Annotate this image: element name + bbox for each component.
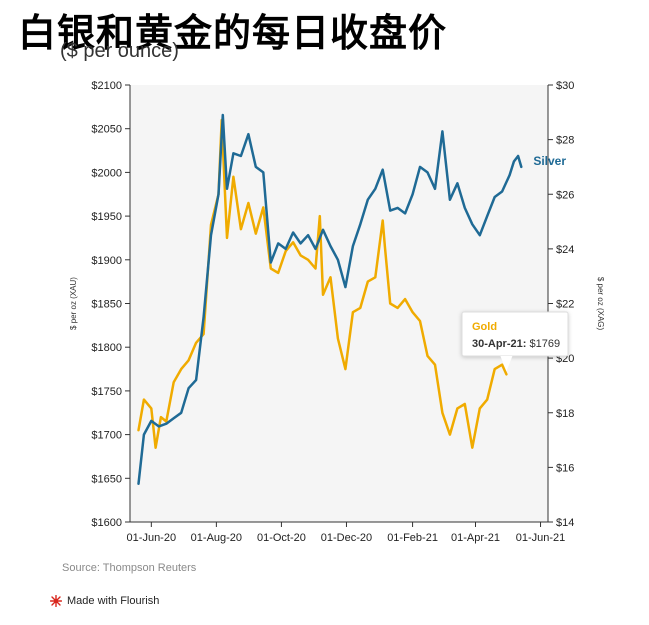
y-left-tick-label: $2050 xyxy=(91,124,122,136)
tooltip-box xyxy=(461,311,569,357)
y-left-tick-label: $2100 xyxy=(91,80,122,92)
x-tick-label: 01-Jun-21 xyxy=(516,532,566,544)
series-lines xyxy=(137,113,523,486)
x-tick-label: 01-Dec-20 xyxy=(321,532,372,544)
y-left-tick-label: $1700 xyxy=(91,430,122,442)
y-right-tick-label: $28 xyxy=(556,135,574,147)
y-right-tick-label: $18 xyxy=(556,408,574,420)
y-left-tick-label: $1750 xyxy=(91,386,122,398)
silver-series-label: Silver xyxy=(533,154,566,168)
tooltip-series-label: Gold xyxy=(472,321,497,333)
y-left-tick-label: $1800 xyxy=(91,342,122,354)
x-tick-label: 01-Apr-21 xyxy=(451,532,500,544)
page-subtitle: ($ per ounce) xyxy=(60,40,179,62)
y-left-tick-label: $1650 xyxy=(91,473,122,485)
tooltip-value-line: 30-Apr-21: $1769 xyxy=(472,338,560,350)
source-note: Source: Thompson Reuters xyxy=(62,562,197,574)
y-left-tick-label: $1950 xyxy=(91,211,122,223)
line-chart: $1600 $1650 $1700 $1750 $1800 $1850 $1900 $1950… xyxy=(69,80,605,544)
tooltip-date: 30-Apr-21: xyxy=(472,338,529,350)
y-left-tick-label: $1600 xyxy=(91,517,122,529)
y-right-tick-label: $24 xyxy=(556,244,574,256)
x-tick-label: 01-Jun-20 xyxy=(127,532,177,544)
y-left-tick-label: $1900 xyxy=(91,255,122,267)
y-left-axis-label: $ per oz (XAU) xyxy=(69,277,78,330)
flourish-icon xyxy=(50,595,62,607)
y-right-tick-label: $14 xyxy=(556,517,574,529)
y-right-tick-label: $16 xyxy=(556,462,574,474)
tooltip-pointer xyxy=(500,356,513,372)
page-title: 白银和黄金的每日收盘价 xyxy=(18,11,448,55)
x-tick-label: 01-Feb-21 xyxy=(387,532,438,544)
y-left-tick-label: $1850 xyxy=(91,299,122,311)
made-with-label: Made with Flourish xyxy=(67,595,160,607)
y-right-tick-label: $26 xyxy=(556,189,574,201)
series-line-silver xyxy=(137,113,523,486)
series-line-gold xyxy=(137,118,508,449)
tooltip-value: $1769 xyxy=(529,338,560,350)
flourish-credit[interactable]: Made with Flourish xyxy=(50,595,159,607)
y-right-tick-label: $30 xyxy=(556,80,574,92)
y-left-tick-label: $2000 xyxy=(91,167,122,179)
plot-area xyxy=(130,85,548,522)
chart-annotations: Silver Gold 30-Apr-21: $1769 xyxy=(461,154,569,372)
x-tick-label: 01-Oct-20 xyxy=(257,532,306,544)
y-right-tick-label: $22 xyxy=(556,299,574,311)
x-tick-label: 01-Aug-20 xyxy=(191,532,242,544)
y-right-axis-label: $ per oz (XAG) xyxy=(596,277,605,331)
axes: $1600 $1650 $1700 $1750 $1800 $1850 $1900 $1950… xyxy=(69,80,605,544)
